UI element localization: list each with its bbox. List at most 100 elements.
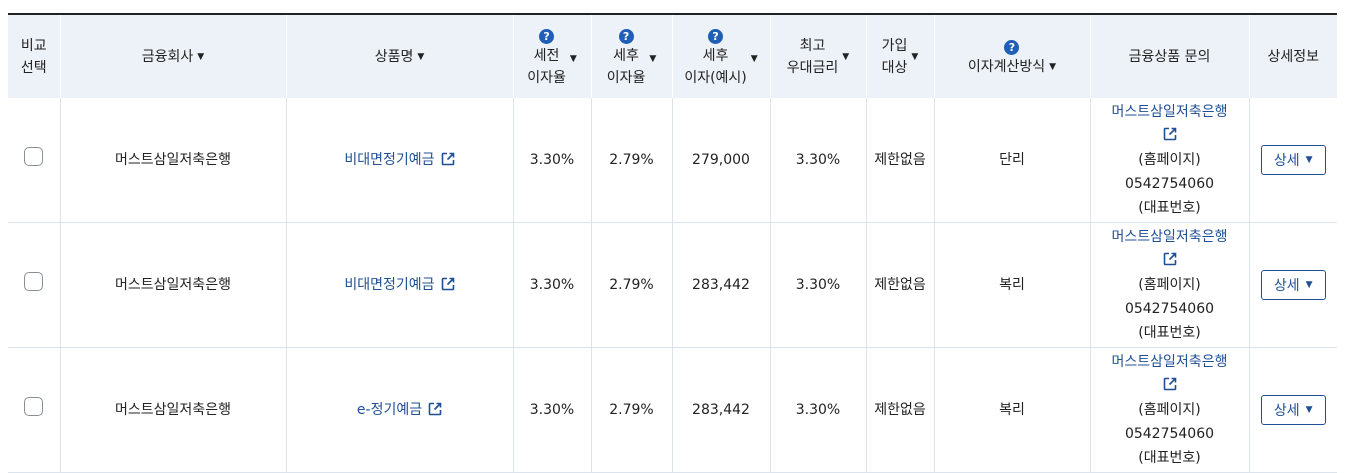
max-rate-header-line2: 우대금리 <box>786 59 839 76</box>
homepage-link-label: 머스트삼일저축은행 <box>1111 104 1228 120</box>
product-link[interactable]: 비대면정기예금 <box>344 152 454 168</box>
compare-header-line2: 선택 <box>20 59 47 76</box>
pre-tax-rate-header[interactable]: ? 세전 이자율 ▼ <box>513 14 592 98</box>
product-header-label: 상품명 <box>374 48 414 65</box>
sort-caret-down-icon[interactable]: ▼ <box>750 53 758 64</box>
caret-down-icon: ▼ <box>1305 155 1313 165</box>
max-rate-cell: 3.30% <box>770 98 867 223</box>
help-question-icon[interactable]: ? <box>618 28 634 44</box>
sort-caret-down-icon[interactable]: ▼ <box>911 51 919 62</box>
post-tax-rate-cell: 2.79% <box>591 98 673 223</box>
product-link[interactable]: 비대면정기예금 <box>344 277 454 293</box>
product-comparison-table: 비교 선택 금융회사 ▼ 상품명 ▼ ? <box>8 13 1337 473</box>
detail-cell: 상세 ▼ <box>1249 98 1337 223</box>
homepage-link[interactable]: 머스트삼일저축은행 <box>1091 100 1249 148</box>
phone-number: 0542754060 <box>1124 301 1215 317</box>
help-question-icon[interactable]: ? <box>708 28 724 44</box>
table-row: 머스트삼일저축은행 e-정기예금 3.30% 2.79% 283,442 3.3… <box>8 347 1337 473</box>
detail-button[interactable]: 상세 ▼ <box>1260 270 1326 300</box>
company-header[interactable]: 금융회사 ▼ <box>60 14 287 98</box>
compare-header: 비교 선택 <box>8 14 61 98</box>
eligibility-header-line1: 가입 <box>881 37 908 54</box>
post-tax-interest-cell: 283,442 <box>672 347 771 473</box>
detail-header-label: 상세정보 <box>1267 48 1320 65</box>
detail-button[interactable]: 상세 ▼ <box>1260 145 1326 175</box>
post-tax-rate-cell: 2.79% <box>591 222 673 348</box>
post-tax-header-line1: 세후 <box>613 47 639 64</box>
inquiry-cell: 머스트삼일저축은행 (홈페이지) 0542754060 (대표번호) <box>1090 347 1250 473</box>
eligibility-header-line2: 대상 <box>881 59 908 76</box>
company-cell: 머스트삼일저축은행 <box>60 347 287 473</box>
interest-header-line1: 세후 <box>702 47 729 64</box>
homepage-link[interactable]: 머스트삼일저축은행 <box>1091 225 1249 273</box>
table-row: 머스트삼일저축은행 비대면정기예금 3.30% 2.79% 283,442 3.… <box>8 222 1337 348</box>
compare-cell <box>8 347 61 473</box>
detail-button-label: 상세 <box>1273 278 1300 294</box>
external-link-icon <box>441 152 454 166</box>
eligibility-cell: 제한없음 <box>866 98 935 223</box>
post-tax-rate-header[interactable]: ? 세후 이자율 ▼ <box>591 14 673 98</box>
pre-tax-rate-cell: 3.30% <box>513 347 592 473</box>
sort-caret-down-icon[interactable]: ▼ <box>569 53 577 64</box>
post-tax-rate-cell: 2.79% <box>591 347 673 473</box>
product-cell: e-정기예금 <box>286 347 514 473</box>
detail-cell: 상세 ▼ <box>1249 222 1337 348</box>
phone-note: (대표번호) <box>1138 325 1201 341</box>
homepage-link-label: 머스트삼일저축은행 <box>1111 229 1228 245</box>
external-link-icon <box>441 277 454 291</box>
pre-tax-header-line1: 세전 <box>533 47 560 64</box>
caret-down-icon: ▼ <box>1305 280 1313 290</box>
homepage-link[interactable]: 머스트삼일저축은행 <box>1091 350 1249 398</box>
post-tax-interest-header[interactable]: ? 세후 이자(예시) ▼ <box>672 14 771 98</box>
product-cell: 비대면정기예금 <box>286 222 514 348</box>
phone-note: (대표번호) <box>1138 450 1201 466</box>
pre-tax-rate-cell: 3.30% <box>513 98 592 223</box>
table-row: 머스트삼일저축은행 비대면정기예금 3.30% 2.79% 279,000 3.… <box>8 98 1337 223</box>
product-link-label: 비대면정기예금 <box>344 152 435 168</box>
eligibility-header[interactable]: 가입 대상 ▼ <box>866 14 935 98</box>
product-cell: 비대면정기예금 <box>286 98 514 223</box>
max-rate-header[interactable]: 최고 우대금리 ▼ <box>770 14 867 98</box>
max-rate-header-line1: 최고 <box>799 37 826 54</box>
sort-caret-down-icon[interactable]: ▼ <box>197 51 205 62</box>
sort-caret-down-icon[interactable]: ▼ <box>1049 61 1057 72</box>
external-link-icon <box>428 402 442 416</box>
calc-method-header[interactable]: ? 이자계산방식 ▼ <box>934 14 1091 98</box>
compare-checkbox[interactable] <box>24 396 44 416</box>
inquiry-cell: 머스트삼일저축은행 (홈페이지) 0542754060 (대표번호) <box>1090 222 1250 348</box>
external-link-icon <box>1163 377 1176 391</box>
sort-caret-down-icon[interactable]: ▼ <box>842 51 850 62</box>
company-header-label: 금융회사 <box>141 48 194 65</box>
post-tax-interest-cell: 283,442 <box>672 222 771 348</box>
inquiry-header-label: 금융상품 문의 <box>1128 48 1211 65</box>
pre-tax-header-line2: 이자율 <box>527 69 566 86</box>
max-rate-cell: 3.30% <box>770 347 867 473</box>
header-row: 비교 선택 금융회사 ▼ 상품명 ▼ ? <box>8 14 1337 98</box>
company-cell: 머스트삼일저축은행 <box>60 98 287 223</box>
sort-caret-down-icon[interactable]: ▼ <box>649 53 657 64</box>
calc-method-cell: 단리 <box>934 98 1091 223</box>
detail-button[interactable]: 상세 ▼ <box>1260 395 1326 425</box>
inquiry-header: 금융상품 문의 <box>1090 14 1250 98</box>
homepage-link-label: 머스트삼일저축은행 <box>1111 354 1228 370</box>
product-header[interactable]: 상품명 ▼ <box>286 14 514 98</box>
homepage-note: (홈페이지) <box>1138 402 1201 418</box>
help-question-icon[interactable]: ? <box>1004 39 1020 55</box>
calc-method-header-label: 이자계산방식 <box>967 58 1046 75</box>
detail-button-label: 상세 <box>1273 403 1300 419</box>
compare-cell <box>8 222 61 348</box>
sort-caret-down-icon[interactable]: ▼ <box>417 51 425 62</box>
post-tax-interest-cell: 279,000 <box>672 98 771 223</box>
product-link[interactable]: e-정기예금 <box>357 402 442 418</box>
compare-checkbox[interactable] <box>24 271 44 291</box>
interest-header-line2: 이자(예시) <box>684 69 747 86</box>
phone-note: (대표번호) <box>1138 200 1201 216</box>
product-link-label: 비대면정기예금 <box>344 277 435 293</box>
compare-cell <box>8 98 61 223</box>
compare-header-line1: 비교 <box>20 37 47 54</box>
compare-checkbox[interactable] <box>24 146 44 166</box>
company-cell: 머스트삼일저축은행 <box>60 222 287 348</box>
help-question-icon[interactable]: ? <box>539 28 555 44</box>
detail-cell: 상세 ▼ <box>1249 347 1337 473</box>
caret-down-icon: ▼ <box>1305 405 1313 415</box>
